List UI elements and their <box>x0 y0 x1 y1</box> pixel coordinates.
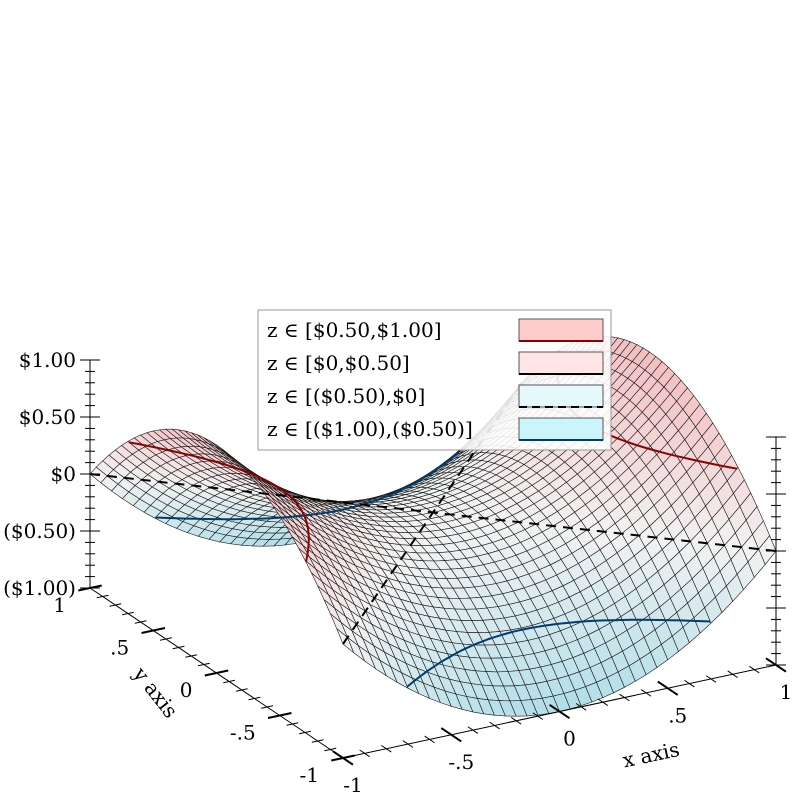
x-axis-tick <box>381 744 392 753</box>
x-axis-tick <box>440 727 462 743</box>
x-axis-tick <box>619 693 630 702</box>
y-axis-tick <box>286 722 299 726</box>
y-axis-tick <box>223 679 236 684</box>
contour-line <box>128 441 310 562</box>
y-axis-tick <box>96 594 109 599</box>
x-axis-tick <box>548 703 571 720</box>
y-axis-tick <box>261 705 274 709</box>
y-axis-tick <box>324 747 337 752</box>
x-axis-tick <box>597 698 609 706</box>
x-axis-tick <box>532 712 544 720</box>
x-axis-tick <box>575 703 587 711</box>
x-axis-tick <box>402 740 414 748</box>
x-axis-tick <box>749 665 760 674</box>
z-tick-label: ($0.50) <box>3 519 76 543</box>
y-tick-label: -1 <box>300 763 319 787</box>
x-tick-label: .5 <box>668 703 687 727</box>
y-tick-label: .5 <box>110 636 129 660</box>
x-axis-tick <box>705 675 717 683</box>
z-tick-label: $1.00 <box>19 348 76 372</box>
legend-label: z ∈ [$0.50,$1.00] <box>267 318 442 342</box>
x-axis-tick <box>489 721 500 730</box>
y-tick-label: -.5 <box>230 721 256 745</box>
z-tick-label: ($1.00) <box>3 576 76 600</box>
y-axis-tick <box>172 645 185 650</box>
y-axis-tick <box>78 584 102 592</box>
x-axis-tick <box>359 749 370 758</box>
x-axis-tick <box>765 657 787 673</box>
legend-swatch <box>518 351 604 375</box>
x-tick-label: -.5 <box>448 750 474 774</box>
y-axis-tick <box>197 662 210 667</box>
y-axis-tick <box>159 637 172 641</box>
contour-line <box>89 473 777 552</box>
z-tick-label: $0 <box>51 462 76 486</box>
y-axis-title: y axis <box>128 662 183 723</box>
legend-swatch <box>518 384 604 408</box>
x-axis-tick <box>467 726 479 734</box>
y-axis-tick <box>141 627 166 634</box>
y-axis-tick <box>235 688 248 692</box>
y-tick-label: 1 <box>53 593 66 617</box>
y-axis-tick <box>267 712 292 719</box>
legend-label: z ∈ [$0,$0.50] <box>267 351 410 375</box>
legend-label: z ∈ [($0.50),$0] <box>267 384 425 408</box>
y-axis-tick <box>121 611 134 616</box>
contour-line <box>155 451 460 521</box>
x-axis-tick <box>684 679 695 688</box>
z-tick-label: $0.50 <box>19 405 76 429</box>
legend: z ∈ [$0.50,$1.00] z ∈ [$0,$0.50] z ∈ [($0.… <box>257 309 612 451</box>
x-axis-tick <box>657 680 679 696</box>
legend-label: z ∈ [($1.00),($0.50)] <box>267 417 473 441</box>
y-tick-label: 0 <box>180 678 193 702</box>
y-axis-tick <box>185 654 198 658</box>
legend-swatch <box>518 417 604 441</box>
x-axis-title: x axis <box>620 737 681 772</box>
y-axis-tick <box>331 754 355 762</box>
contour-line <box>406 618 711 688</box>
legend-swatch <box>518 318 604 342</box>
y-axis-tick <box>248 696 261 701</box>
x-axis-tick <box>510 717 522 725</box>
x-axis-tick <box>424 735 435 744</box>
x-tick-label: -1 <box>343 773 362 797</box>
y-axis-tick <box>204 669 229 677</box>
y-axis-tick <box>299 730 312 735</box>
x-axis-tick <box>640 689 652 697</box>
y-axis-tick <box>134 620 147 624</box>
x-tick-label: 0 <box>563 727 576 751</box>
y-axis-tick <box>311 739 324 743</box>
x-axis-tick <box>727 670 738 679</box>
y-axis-tick <box>109 603 122 607</box>
x-tick-label: 1 <box>780 680 793 704</box>
